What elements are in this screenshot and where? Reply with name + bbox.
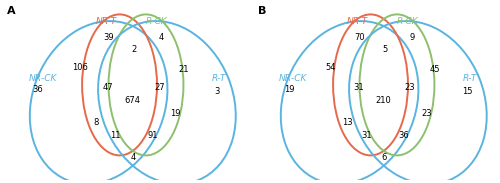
Text: 23: 23	[422, 109, 432, 118]
Text: 91: 91	[148, 131, 158, 140]
Text: NR-CK: NR-CK	[279, 74, 308, 83]
Text: 36: 36	[32, 85, 44, 94]
Text: 54: 54	[326, 63, 336, 72]
Text: 19: 19	[170, 109, 181, 118]
Text: 39: 39	[103, 33, 114, 42]
Text: 674: 674	[125, 96, 141, 105]
Text: 4: 4	[130, 153, 136, 162]
Text: 23: 23	[405, 83, 415, 92]
Text: 70: 70	[354, 33, 365, 42]
Text: 106: 106	[72, 63, 88, 72]
Text: 21: 21	[178, 65, 188, 74]
Text: 31: 31	[353, 83, 364, 92]
Text: 8: 8	[94, 118, 99, 127]
Text: 2: 2	[131, 45, 136, 54]
Text: 3: 3	[214, 87, 219, 96]
Text: 27: 27	[154, 83, 164, 92]
Text: R-T: R-T	[212, 74, 226, 83]
Text: 11: 11	[110, 131, 120, 140]
Text: A: A	[7, 6, 16, 16]
Text: 45: 45	[429, 65, 440, 74]
Text: 9: 9	[410, 33, 415, 42]
Text: 13: 13	[342, 118, 352, 127]
Text: R-CK: R-CK	[397, 16, 419, 25]
Text: 47: 47	[102, 83, 113, 92]
Text: NR-T: NR-T	[96, 16, 117, 25]
Text: 19: 19	[284, 85, 294, 94]
Text: 15: 15	[462, 87, 472, 96]
Text: 4: 4	[159, 33, 164, 42]
Text: 210: 210	[376, 96, 392, 105]
Text: R-T: R-T	[462, 74, 477, 83]
Text: NR-CK: NR-CK	[28, 74, 56, 83]
Text: R-CK: R-CK	[146, 16, 168, 25]
Text: B: B	[258, 6, 266, 16]
Text: 31: 31	[361, 131, 372, 140]
Text: NR-T: NR-T	[347, 16, 368, 25]
Text: 5: 5	[382, 45, 388, 54]
Text: 6: 6	[381, 153, 386, 162]
Text: 36: 36	[398, 131, 409, 140]
